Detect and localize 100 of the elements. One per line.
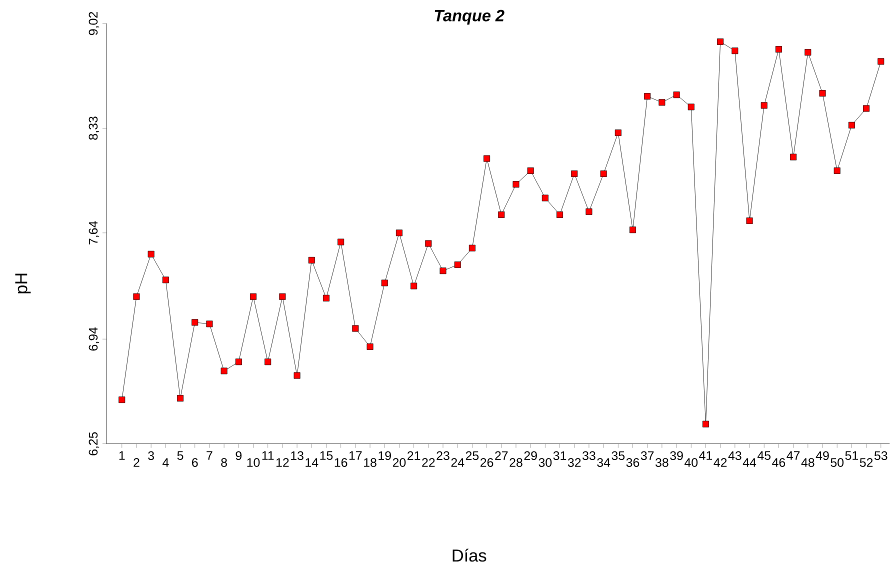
point bbox=[673, 92, 680, 98]
point bbox=[410, 282, 418, 290]
point bbox=[192, 319, 198, 326]
point bbox=[790, 154, 797, 160]
point bbox=[878, 58, 884, 65]
x-tick-label: 39 bbox=[670, 451, 683, 460]
point bbox=[542, 194, 548, 202]
x-tick-label: 28 bbox=[510, 458, 522, 468]
point bbox=[484, 155, 490, 162]
x-tick-label: 30 bbox=[538, 458, 552, 468]
point bbox=[381, 280, 388, 286]
x-tick-label: 19 bbox=[378, 451, 391, 460]
x-tick-label: 31 bbox=[553, 451, 566, 460]
x-tick-label: 40 bbox=[684, 458, 698, 468]
x-tick-label: 43 bbox=[728, 451, 742, 460]
x-tick-label: 1 bbox=[119, 451, 125, 460]
x-tick-label: 27 bbox=[495, 451, 508, 460]
point bbox=[746, 218, 753, 224]
point bbox=[220, 368, 228, 374]
point bbox=[498, 212, 505, 218]
point bbox=[425, 240, 432, 247]
point bbox=[454, 262, 461, 268]
point bbox=[717, 38, 724, 46]
x-tick-label: 34 bbox=[597, 458, 610, 468]
x-tick-label: 6 bbox=[192, 458, 198, 468]
point bbox=[848, 122, 855, 129]
point bbox=[206, 320, 213, 328]
y-axis-title: pH bbox=[15, 274, 31, 294]
x-tick-label: 22 bbox=[422, 458, 435, 467]
point bbox=[644, 93, 651, 100]
point bbox=[512, 181, 520, 188]
x-tick-label: 4 bbox=[162, 458, 169, 467]
x-tick-label: 48 bbox=[801, 458, 814, 468]
point bbox=[396, 230, 402, 236]
x-tick-label: 8 bbox=[221, 458, 227, 468]
x-tick-label: 23 bbox=[436, 451, 450, 460]
point bbox=[468, 244, 476, 252]
x-tick-label: 51 bbox=[845, 451, 858, 460]
point bbox=[804, 49, 812, 56]
x-tick-label: 29 bbox=[524, 451, 537, 460]
x-tick-label: 9 bbox=[236, 451, 242, 460]
point bbox=[732, 48, 738, 54]
point bbox=[440, 268, 446, 274]
point bbox=[556, 212, 564, 218]
y-tick-label: 7,64 bbox=[88, 221, 100, 245]
point bbox=[600, 170, 607, 178]
y-tick-label: 8,33 bbox=[88, 116, 100, 140]
x-tick-label: 12 bbox=[276, 458, 289, 467]
point bbox=[834, 168, 840, 174]
x-tick-label: 24 bbox=[451, 458, 464, 467]
x-tick-label: 53 bbox=[874, 451, 888, 460]
x-tick-label: 42 bbox=[714, 458, 727, 467]
point bbox=[775, 46, 782, 53]
x-tick-label: 47 bbox=[786, 451, 800, 460]
point bbox=[527, 168, 534, 174]
x-tick-label: 33 bbox=[582, 451, 596, 460]
point bbox=[250, 294, 257, 300]
point bbox=[148, 251, 154, 258]
x-tick-label: 50 bbox=[830, 458, 844, 468]
x-tick-label: 25 bbox=[466, 451, 479, 460]
x-axis-title: Días bbox=[452, 548, 486, 562]
point bbox=[586, 208, 592, 216]
x-tick-label: 14 bbox=[306, 458, 318, 467]
x-tick-label: 18 bbox=[364, 458, 376, 468]
point bbox=[133, 294, 140, 300]
x-tick-label: 38 bbox=[656, 458, 668, 468]
y-tick-label: 6,25 bbox=[88, 432, 100, 456]
x-tick-label: 10 bbox=[247, 458, 260, 468]
point bbox=[366, 344, 374, 350]
x-tick-label: 2 bbox=[134, 458, 140, 467]
point bbox=[308, 257, 315, 264]
point bbox=[264, 358, 272, 366]
point bbox=[352, 325, 359, 332]
x-tick-label: 35 bbox=[612, 451, 625, 460]
x-tick-label: 37 bbox=[640, 451, 654, 460]
point bbox=[338, 238, 344, 246]
point bbox=[118, 396, 126, 404]
point bbox=[571, 170, 578, 178]
y-tick-label: 9,02 bbox=[88, 12, 100, 36]
x-tick-label: 21 bbox=[408, 451, 420, 460]
point bbox=[614, 130, 622, 136]
x-tick-label: 46 bbox=[772, 458, 786, 468]
x-tick-label: 36 bbox=[626, 458, 640, 468]
x-tick-label: 16 bbox=[334, 458, 348, 468]
x-tick-label: 7 bbox=[206, 451, 212, 460]
x-tick-label: 17 bbox=[349, 451, 362, 460]
x-tick-label: 3 bbox=[148, 451, 154, 460]
point bbox=[177, 395, 184, 402]
x-tick-label: 15 bbox=[320, 451, 333, 460]
x-tick-label: 32 bbox=[568, 458, 581, 468]
point bbox=[819, 90, 826, 97]
x-tick-label: 11 bbox=[262, 451, 274, 460]
y-tick-label: 6,94 bbox=[88, 328, 100, 351]
point bbox=[322, 295, 330, 302]
point bbox=[162, 276, 169, 284]
chart-title: Tanque 2 bbox=[434, 10, 504, 25]
point bbox=[630, 226, 636, 234]
point bbox=[235, 358, 242, 366]
x-tick-label: 44 bbox=[742, 458, 756, 467]
x-tick-label: 13 bbox=[291, 451, 304, 460]
